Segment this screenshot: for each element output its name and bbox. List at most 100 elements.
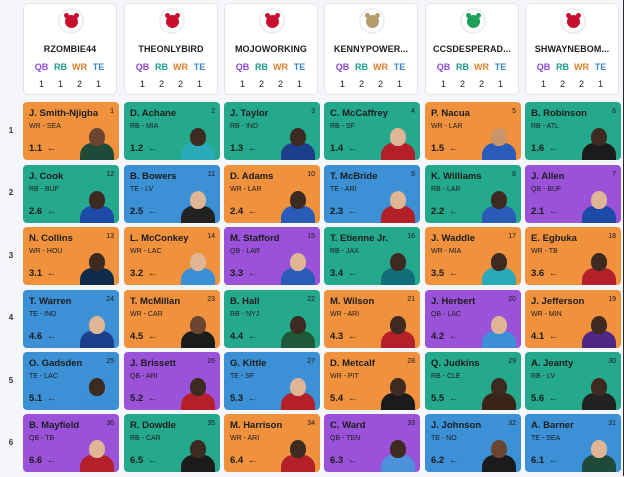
draft-pick-card[interactable]: B. Mayfield 36 QB - TB 6.6 ←: [23, 414, 119, 472]
draft-pick-card[interactable]: T. McBride 9 TE - ARI 2.3 ←: [324, 165, 420, 223]
position-counts: 1 2 2 1: [534, 79, 610, 89]
draft-pick-card[interactable]: L. McConkey 14 WR - LAC 3.2 ←: [124, 227, 220, 285]
pick-round-slot: 6.6 ←: [29, 455, 56, 466]
pick-round-slot-value: 3.4: [330, 268, 344, 279]
draft-pick-card[interactable]: B. Robinson 6 RB - ATL 1.6 ←: [525, 102, 621, 160]
position-count-te: 1: [296, 79, 302, 89]
draft-pick-card[interactable]: J. Allen 7 QB - BUF 2.1 ←: [525, 165, 621, 223]
player-name: C. McCaffrey: [330, 108, 389, 119]
pick-round-slot-value: 4.3: [330, 331, 344, 342]
position-count-wr: 2: [578, 79, 584, 89]
draft-pick-card[interactable]: M. Stafford 15 QB - LAR 3.3 ←: [224, 227, 320, 285]
pick-round-slot-value: 1.5: [431, 143, 445, 154]
draft-pick-card[interactable]: J. Jefferson 19 WR - MIN 4.1 ←: [525, 290, 621, 348]
player-headshot: [581, 251, 617, 285]
draft-pick-card[interactable]: Q. Judkins 29 RB - CLE 5.5 ←: [425, 352, 521, 410]
pick-number: 26: [207, 358, 215, 365]
player-headshot: [481, 126, 517, 160]
position-label-qb: QB: [34, 62, 49, 72]
draft-pick-card[interactable]: T. Etienne Jr. 16 RB - JAX 3.4 ←: [324, 227, 420, 285]
draft-pick-card[interactable]: J. Brissett 26 QB - ARI 5.2 ←: [124, 352, 220, 410]
pick-round-slot: 2.5 ←: [130, 206, 157, 217]
player-headshot: [79, 314, 115, 348]
position-label-qb: QB: [335, 62, 350, 72]
pick-number: 21: [407, 296, 415, 303]
pick-number: 12: [106, 171, 114, 178]
player-headshot: [380, 376, 416, 410]
team-header[interactable]: SHWAYNEBOM... QB RB WR TE 1 2 2 1: [525, 3, 619, 95]
player-position-team: RB - CLE: [431, 373, 461, 380]
pick-round-slot-value: 3.1: [29, 268, 43, 279]
pick-number: 22: [307, 296, 315, 303]
pick-round-slot-value: 3.6: [531, 268, 545, 279]
pick-number: 7: [612, 171, 616, 178]
player-name: J. Smith-Njigba: [29, 108, 99, 119]
team-header[interactable]: CCSDESPERAD... QB RB WR TE 1 2 2 1: [425, 3, 519, 95]
draft-pick-card[interactable]: N. Collins 13 WR - HOU 3.1 ←: [23, 227, 119, 285]
pick-number: 14: [207, 233, 215, 240]
draft-pick-card[interactable]: C. Ward 33 QB - TEN 6.3 ←: [324, 414, 420, 472]
pick-round-slot-value: 2.2: [431, 206, 445, 217]
player-name: G. Kittle: [230, 358, 267, 369]
draft-pick-card[interactable]: D. Achane 2 RB - MIA 1.2 ←: [124, 102, 220, 160]
draft-pick-card[interactable]: B. Bowers 11 TE - LV 2.5 ←: [124, 165, 220, 223]
draft-pick-card[interactable]: T. McMillan 23 WR - CAR 4.5 ←: [124, 290, 220, 348]
player-position-team: QB - LAR: [230, 248, 260, 255]
draft-pick-card[interactable]: D. Metcalf 28 WR - PIT 5.4 ←: [324, 352, 420, 410]
draft-pick-card[interactable]: P. Nacua 5 WR - LAR 1.5 ←: [425, 102, 521, 160]
position-labels: QB RB WR TE: [233, 62, 309, 72]
draft-pick-card[interactable]: J. Cook 12 RB - BUF 2.6 ←: [23, 165, 119, 223]
draft-pick-card[interactable]: D. Adams 10 WR - LAR 2.4 ←: [224, 165, 320, 223]
team-header[interactable]: KENNYPOWER... QB RB WR TE 1 2 2 1: [324, 3, 418, 95]
position-count-rb: 2: [358, 79, 364, 89]
round-number: 6: [8, 438, 14, 447]
arrow-left-icon: ←: [345, 455, 358, 466]
pick-number: 18: [608, 233, 616, 240]
player-name: A. Jeanty: [531, 358, 574, 369]
draft-pick-card[interactable]: O. Gadsden 25 TE - LAC 5.1 ←: [23, 352, 119, 410]
position-label-wr: WR: [173, 62, 188, 72]
draft-pick-card[interactable]: M. Harrison 34 WR - ARI 6.4 ←: [224, 414, 320, 472]
player-name: D. Metcalf: [330, 358, 375, 369]
arrow-left-icon: ←: [44, 143, 57, 154]
arrow-left-icon: ←: [245, 331, 258, 342]
position-counts: 1 2 2 1: [133, 79, 209, 89]
team-header[interactable]: RZOMBIE44 QB RB WR TE 1 1 2 1: [23, 3, 117, 95]
draft-pick-card[interactable]: T. Warren 24 TE - IND 4.6 ←: [23, 290, 119, 348]
draft-pick-card[interactable]: B. Hall 22 RB - NYJ 4.4 ←: [224, 290, 320, 348]
draft-pick-card[interactable]: J. Waddle 17 WR - MIA 3.5 ←: [425, 227, 521, 285]
pick-number: 29: [508, 358, 516, 365]
draft-pick-card[interactable]: M. Wilson 21 WR - ARI 4.3 ←: [324, 290, 420, 348]
pick-round-slot: 1.5 ←: [431, 143, 458, 154]
draft-pick-card[interactable]: J. Johnson 32 TE - NO 6.2 ←: [425, 414, 521, 472]
pick-round-slot-value: 5.4: [330, 393, 344, 404]
team-header[interactable]: THEONLYBIRD QB RB WR TE 1 2 2 1: [124, 3, 218, 95]
pick-round-slot-value: 1.4: [330, 143, 344, 154]
arrow-left-icon: ←: [145, 393, 158, 404]
position-count-rb: 2: [459, 79, 465, 89]
draft-pick-card[interactable]: J. Herbert 20 QB - LAC 4.2 ←: [425, 290, 521, 348]
draft-pick-card[interactable]: R. Dowdle 35 RB - CAR 6.5 ←: [124, 414, 220, 472]
position-counts: 1 2 2 1: [233, 79, 309, 89]
draft-pick-card[interactable]: A. Jeanty 30 RB - LV 5.6 ←: [525, 352, 621, 410]
draft-pick-card[interactable]: C. McCaffrey 4 RB - SF 1.4 ←: [324, 102, 420, 160]
player-headshot: [581, 189, 617, 223]
player-name: J. Taylor: [230, 108, 269, 119]
draft-pick-card[interactable]: J. Taylor 3 RB - IND 1.3 ←: [224, 102, 320, 160]
position-count-te: 1: [497, 79, 503, 89]
draft-pick-card[interactable]: E. Egbuka 18 WR - TB 3.6 ←: [525, 227, 621, 285]
draft-pick-card[interactable]: K. Williams 8 RB - LAR 2.2 ←: [425, 165, 521, 223]
arrow-left-icon: ←: [446, 331, 459, 342]
pick-round-slot-value: 2.4: [230, 206, 244, 217]
player-position-team: WR - ARI: [330, 311, 360, 318]
player-headshot: [280, 189, 316, 223]
team-header[interactable]: MOJOWORKING QB RB WR TE 1 2 2 1: [224, 3, 318, 95]
draft-pick-card[interactable]: A. Barner 31 TE - SEA 6.1 ←: [525, 414, 621, 472]
player-position-team: RB - ATL: [531, 123, 559, 130]
draft-pick-card[interactable]: J. Smith-Njigba 1 WR - SEA 1.1 ←: [23, 102, 119, 160]
draft-pick-card[interactable]: G. Kittle 27 TE - SF 5.3 ←: [224, 352, 320, 410]
player-name: M. Wilson: [330, 296, 375, 307]
pick-round-slot: 1.1 ←: [29, 143, 56, 154]
pick-round-slot: 3.5 ←: [431, 268, 458, 279]
